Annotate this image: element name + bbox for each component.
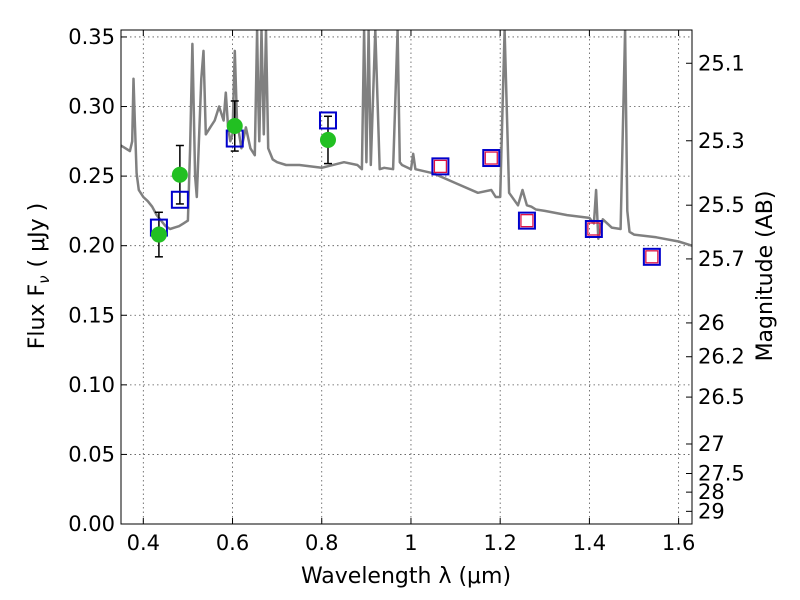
right-tick-label: 26.2 <box>698 345 745 369</box>
y-tick-label: 0.35 <box>68 25 115 49</box>
right-tick-label: 28 <box>698 480 725 504</box>
model-point <box>584 219 603 238</box>
x-tick-label: 0.6 <box>216 531 249 555</box>
y-tick-label: 0.05 <box>68 442 115 466</box>
x-tick-label: 0.4 <box>127 531 160 555</box>
right-tick-label: 25.5 <box>698 193 745 217</box>
y-axis-title: Flux Fν ( μJy ) <box>25 203 53 349</box>
y-axis-title-unit: ( μJy ) <box>25 203 50 268</box>
y-axis-title-sub: ν <box>35 275 53 283</box>
model-point-inner <box>484 151 498 165</box>
model-point-inner <box>645 250 659 264</box>
y-tick-label: 0.25 <box>68 164 115 188</box>
observed-point <box>150 226 167 243</box>
plot-frame <box>120 29 693 525</box>
model-point-inner <box>520 213 534 228</box>
spectrum-series <box>121 30 692 247</box>
x-tick-label: 0.8 <box>305 531 338 555</box>
model-point <box>170 190 189 209</box>
observed-point <box>319 131 336 148</box>
x-tick-label: 1.4 <box>573 531 606 555</box>
y-tick-label: 0.30 <box>68 95 115 119</box>
x-axis-title: Wavelength λ (μm) <box>301 564 511 589</box>
x-tick-label: 1.6 <box>662 531 695 555</box>
y-axis-title-main: Flux F <box>25 284 50 349</box>
model-point <box>482 149 501 168</box>
y-tick-label: 0.10 <box>68 373 115 397</box>
model-point-inner <box>587 222 601 236</box>
right-tick-label: 26.5 <box>698 385 745 409</box>
x-axis-ticks: 0.4 0.6 0.8 1 1.2 1.4 1.6 <box>127 30 695 555</box>
model-point <box>431 157 450 176</box>
grid <box>121 30 692 525</box>
y-tick-label: 0.20 <box>68 234 115 258</box>
observed-point <box>226 118 243 135</box>
right-axis-title: Magnitude (AB) <box>753 191 778 362</box>
model-point <box>517 211 536 230</box>
model-point <box>318 111 337 130</box>
right-tick-label: 25.3 <box>698 129 745 153</box>
model-point-inner <box>433 159 448 174</box>
photometry-points <box>149 100 661 266</box>
x-tick-label: 1 <box>404 531 417 555</box>
model-point <box>642 247 661 266</box>
right-tick-label: 27.5 <box>698 461 745 485</box>
right-tick-label: 27 <box>698 432 725 456</box>
y-tick-label: 0.15 <box>68 303 115 327</box>
spectrum-line <box>121 30 692 247</box>
right-tick-label: 25.7 <box>698 247 745 271</box>
right-tick-label: 25.1 <box>698 51 745 75</box>
x-tick-label: 1.2 <box>483 531 516 555</box>
right-tick-label: 26 <box>698 311 725 335</box>
observed-point <box>171 166 188 183</box>
y-axis-ticks: 0.00 0.05 0.10 0.15 0.20 0.25 0.30 0.35 <box>68 25 127 536</box>
right-tick-label: 29 <box>698 499 725 523</box>
y-tick-label: 0.00 <box>68 512 115 536</box>
